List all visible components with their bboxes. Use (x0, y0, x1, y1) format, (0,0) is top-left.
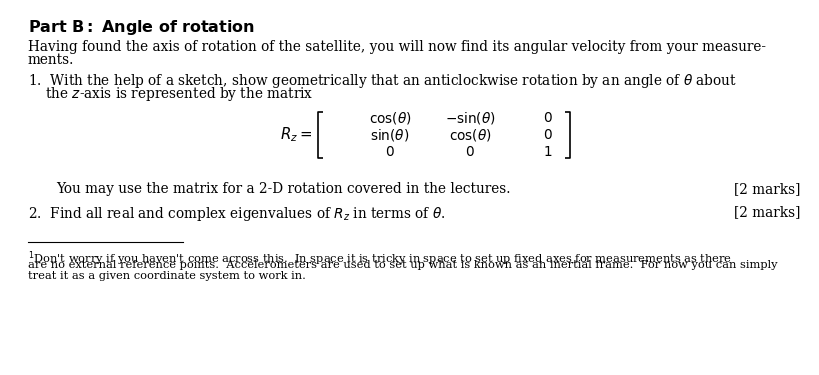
Text: treat it as a given coordinate system to work in.: treat it as a given coordinate system to… (28, 271, 305, 281)
Text: 2.  Find all real and complex eigenvalues of $R_z$ in terms of $\theta$.: 2. Find all real and complex eigenvalues… (28, 205, 445, 223)
Text: are no external reference points.  Accelerometers are used to set up what is kno: are no external reference points. Accele… (28, 260, 776, 270)
Text: $\cos(\theta)$: $\cos(\theta)$ (448, 127, 491, 143)
Text: $R_z = $: $R_z = $ (279, 126, 311, 144)
Text: [2 marks]: [2 marks] (733, 205, 799, 219)
Text: $1$: $1$ (543, 145, 552, 159)
Text: $\cos(\theta)$: $\cos(\theta)$ (369, 110, 411, 126)
Text: the $z$-axis is represented by the matrix: the $z$-axis is represented by the matri… (28, 85, 313, 103)
Text: $-\sin(\theta)$: $-\sin(\theta)$ (444, 110, 495, 126)
Text: $0$: $0$ (385, 145, 395, 159)
Text: $0$: $0$ (542, 128, 552, 142)
Text: [2 marks]: [2 marks] (733, 182, 799, 196)
Text: $0$: $0$ (464, 145, 474, 159)
Text: $0$: $0$ (542, 111, 552, 125)
Text: 1.  With the help of a sketch, show geometrically that an anticlockwise rotation: 1. With the help of a sketch, show geome… (28, 72, 736, 90)
Text: Having found the axis of rotation of the satellite, you will now find its angula: Having found the axis of rotation of the… (28, 40, 765, 54)
Text: $\sin(\theta)$: $\sin(\theta)$ (370, 127, 410, 143)
Text: You may use the matrix for a 2-D rotation covered in the lectures.: You may use the matrix for a 2-D rotatio… (56, 182, 510, 196)
Text: ments.: ments. (28, 53, 75, 67)
Text: $\mathbf{Part\ B:\ Angle\ of\ rotation}$: $\mathbf{Part\ B:\ Angle\ of\ rotation}$ (28, 18, 255, 37)
Text: $^{1}$Don't worry if you haven't come across this.  In space it is tricky in spa: $^{1}$Don't worry if you haven't come ac… (28, 249, 731, 268)
